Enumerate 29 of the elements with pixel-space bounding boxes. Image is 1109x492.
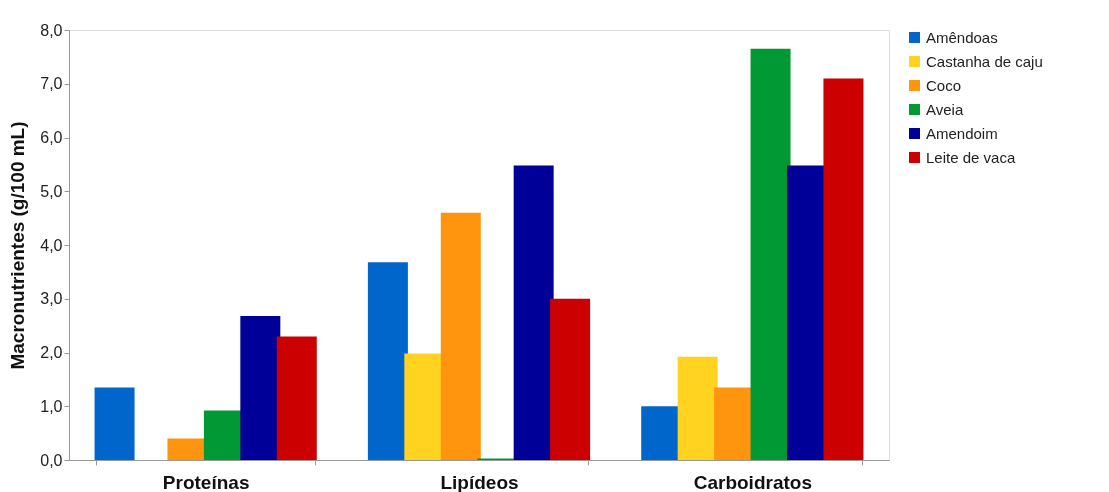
bar (750, 48, 791, 460)
y-tick-label: 2,0 (40, 344, 63, 361)
y-tick-label: 8,0 (40, 21, 63, 39)
y-tick-label: 5,0 (40, 182, 63, 200)
bar (94, 387, 135, 460)
y-tick-label: 7,0 (40, 75, 63, 93)
bar (823, 78, 864, 460)
bar (550, 298, 591, 460)
legend-label: Castanha de caju (926, 52, 1043, 70)
legend-label: Coco (926, 76, 962, 94)
y-tick-label: 0,0 (40, 451, 63, 469)
x-tick-label: Proteínas (162, 471, 250, 492)
bar (440, 212, 481, 460)
bar (276, 336, 317, 460)
legend-label: Leite de vaca (926, 148, 1016, 166)
y-tick-label: 6,0 (40, 129, 63, 146)
legend-label: Aveia (926, 100, 964, 118)
y-tick-label: 3,0 (40, 290, 63, 308)
legend-label: Amêndoas (926, 28, 998, 46)
bar (367, 262, 408, 460)
y-tick-label: 1,0 (40, 397, 63, 415)
y-tick-label: 4,0 (40, 236, 63, 254)
bar (513, 165, 554, 460)
bar (677, 356, 718, 460)
x-tick-label: Carboidratos (693, 471, 812, 492)
x-tick-label: Lipídeos (440, 471, 519, 492)
y-axis-title: Macronutrientes (g/100 mL) (7, 121, 29, 370)
legend-label: Amendoim (926, 124, 998, 142)
bar (240, 315, 281, 460)
